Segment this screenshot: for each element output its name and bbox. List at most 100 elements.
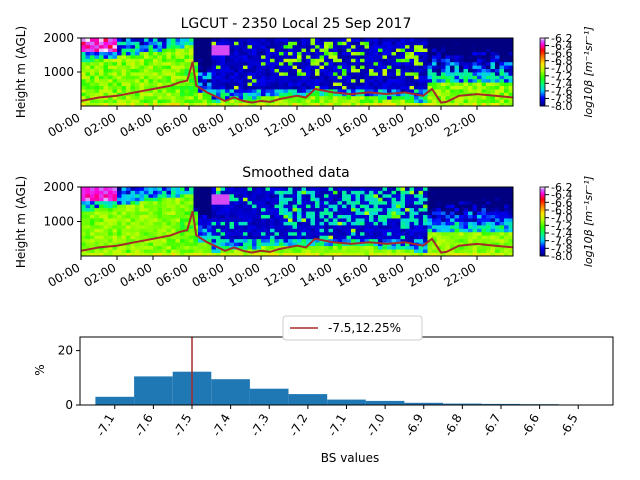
heatmap-cell <box>198 58 203 63</box>
heatmap-cell <box>202 197 208 202</box>
heatmap-cell <box>297 51 302 56</box>
heatmap-cell <box>297 242 302 247</box>
heatmap-cell <box>270 55 275 59</box>
heatmap-cell <box>202 92 208 97</box>
heatmap-cell <box>121 38 127 42</box>
heatmap-cell <box>369 102 374 107</box>
heatmap-cell <box>274 65 280 69</box>
heatmap-cell <box>396 82 401 86</box>
heatmap-cell <box>252 38 257 42</box>
heatmap-cell <box>346 44 352 49</box>
heatmap-cell <box>490 214 496 219</box>
heatmap-cell <box>279 204 284 209</box>
heatmap-cell <box>427 218 433 222</box>
heatmap-cell <box>126 193 131 198</box>
heatmap-cell <box>436 193 442 198</box>
heatmap-cell <box>162 238 167 243</box>
heatmap-cell <box>355 190 361 195</box>
heatmap-cell <box>126 48 131 52</box>
heatmap-cell <box>310 207 316 212</box>
heatmap-cell <box>378 41 383 46</box>
heatmap-cell <box>279 61 284 66</box>
heatmap-cell <box>247 89 253 93</box>
heatmap-cell <box>486 95 491 100</box>
heatmap-cell <box>472 44 478 49</box>
heatmap-cell <box>508 44 514 49</box>
heatmap-cell <box>418 231 424 236</box>
heatmap-cell <box>94 51 100 56</box>
heatmap-cell <box>382 200 388 205</box>
heatmap-cell <box>130 55 136 59</box>
heatmap-cell <box>310 55 316 59</box>
heatmap-cell <box>121 228 127 233</box>
heatmap-cell <box>409 204 415 209</box>
heatmap-cell <box>99 218 104 222</box>
heatmap-cell <box>409 68 415 73</box>
heatmap-cell <box>418 214 424 219</box>
heatmap-cell <box>144 92 149 97</box>
heatmap-cell <box>292 238 298 243</box>
heatmap-cell <box>481 228 487 233</box>
heatmap-cell <box>490 207 496 212</box>
heatmap-cell <box>153 221 158 226</box>
heatmap-cell <box>436 200 442 205</box>
heatmap-cell <box>373 224 379 229</box>
heatmap-cell <box>297 214 302 219</box>
heatmap-cell <box>288 51 293 56</box>
heatmap-cell <box>481 55 487 59</box>
panel-2-heatmap <box>81 187 514 257</box>
heatmap-cell <box>319 211 325 215</box>
heatmap-cell <box>355 252 361 257</box>
heatmap-cell <box>328 55 334 59</box>
heatmap-cell <box>265 41 271 46</box>
heatmap-cell <box>468 48 473 52</box>
heatmap-cell <box>153 99 158 103</box>
heatmap-cell <box>405 51 410 56</box>
heatmap-cell <box>414 245 419 250</box>
heatmap-cell <box>306 68 311 73</box>
heatmap-cell <box>459 38 464 42</box>
heatmap-cell <box>180 102 185 107</box>
heatmap-cell <box>333 61 338 66</box>
heatmap-cell <box>184 235 190 240</box>
heatmap-cell <box>373 242 379 247</box>
heatmap-cell <box>396 102 401 107</box>
heatmap-cell <box>108 221 113 226</box>
heatmap-cell <box>328 51 334 56</box>
heatmap-cell <box>81 41 86 46</box>
heatmap-cell <box>441 235 446 240</box>
heatmap-cell <box>99 44 104 49</box>
heatmap-cell <box>468 224 473 229</box>
heatmap-cell <box>490 78 496 83</box>
heatmap-cell <box>99 58 104 63</box>
heatmap-cell <box>225 75 230 80</box>
heatmap-cell <box>153 58 158 63</box>
heatmap-cell <box>468 82 473 86</box>
heatmap-cell <box>144 99 149 103</box>
heatmap-cell <box>144 82 149 86</box>
heatmap-cell <box>265 245 271 250</box>
heatmap-cell <box>162 95 167 100</box>
heatmap-cell <box>225 55 230 59</box>
heatmap-cell <box>171 187 176 191</box>
heatmap-cell <box>274 221 280 226</box>
heatmap-cell <box>387 55 392 59</box>
heatmap-cell <box>490 75 496 80</box>
heatmap-cell <box>274 58 280 63</box>
heatmap-cell <box>252 218 257 222</box>
heatmap-cell <box>472 218 478 222</box>
heatmap-cell <box>108 249 113 253</box>
heatmap-cell <box>162 211 167 215</box>
heatmap-cell <box>189 51 194 56</box>
heatmap-cell <box>346 207 352 212</box>
heatmap-cell <box>463 78 469 83</box>
heatmap-cell <box>220 231 226 236</box>
heatmap-cell <box>220 55 226 59</box>
heatmap-cell <box>211 44 217 49</box>
heatmap-cell <box>301 200 307 205</box>
heatmap-cell <box>171 89 176 93</box>
heatmap-cell <box>301 211 307 215</box>
heatmap-cell <box>454 190 460 195</box>
heatmap-cell <box>85 102 91 107</box>
heatmap-cell <box>265 187 271 191</box>
